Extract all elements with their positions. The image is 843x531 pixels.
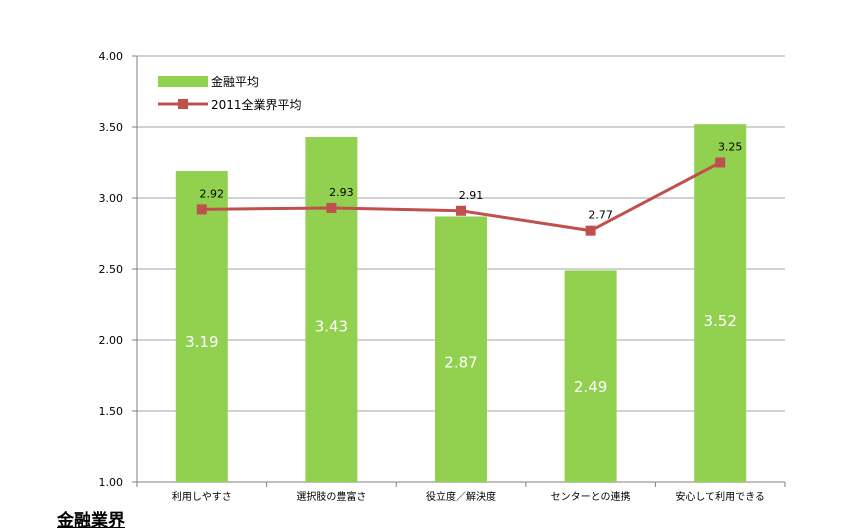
y-tick-label: 1.00 (99, 476, 124, 489)
line-marker (456, 205, 466, 216)
line-marker (196, 204, 207, 215)
legend-label-line: 2011全業界平均 (211, 97, 302, 112)
legend-swatch-bar (158, 76, 208, 87)
y-tick-label: 4.00 (99, 50, 124, 63)
line-marker (585, 225, 596, 236)
y-tick-label: 3.50 (99, 121, 124, 134)
bars (175, 124, 747, 482)
bar (305, 136, 358, 482)
bar (435, 216, 487, 482)
line-marker (326, 202, 337, 213)
legend-label-bar: 金融平均 (211, 74, 259, 89)
bar-value-label: 2.49 (574, 378, 607, 396)
line-value-label: 2.77 (588, 209, 613, 222)
bar (564, 270, 617, 482)
line-series (196, 157, 726, 236)
legend-swatch-marker (178, 99, 188, 109)
y-tick-label: 3.00 (99, 192, 124, 205)
line-value-label: 2.91 (459, 189, 484, 202)
bar-value-label: 2.87 (444, 354, 477, 372)
legend: 金融平均 2011全業界平均 (158, 74, 302, 112)
x-category-label: 選択肢の豊富さ (296, 490, 366, 503)
bar-value-label: 3.43 (315, 318, 348, 336)
line-marker (715, 157, 726, 168)
x-category-label: センターとの連携 (551, 490, 631, 503)
bar-value-label: 3.19 (185, 333, 218, 351)
line-value-label: 2.93 (329, 186, 354, 199)
bar (694, 124, 747, 482)
line-value-label: 3.25 (718, 141, 743, 154)
y-tick-label: 2.00 (99, 334, 124, 347)
y-tick-label: 2.50 (99, 263, 124, 276)
x-category-label: 安心して利用できる (675, 490, 765, 503)
x-category-label: 役立度／解決度 (426, 490, 496, 503)
y-tick-label: 1.50 (99, 405, 124, 418)
bar-value-label: 3.52 (703, 312, 736, 330)
line-value-label: 2.92 (200, 187, 225, 200)
bar (175, 171, 228, 482)
x-category-label: 利用しやすさ (172, 491, 232, 503)
labels: 1.00 1.50 2.00 2.50 3.00 3.50 4.00 3.19 利用しやすさ 3.… (99, 50, 765, 503)
chart-caption: 金融業界 (57, 511, 125, 531)
